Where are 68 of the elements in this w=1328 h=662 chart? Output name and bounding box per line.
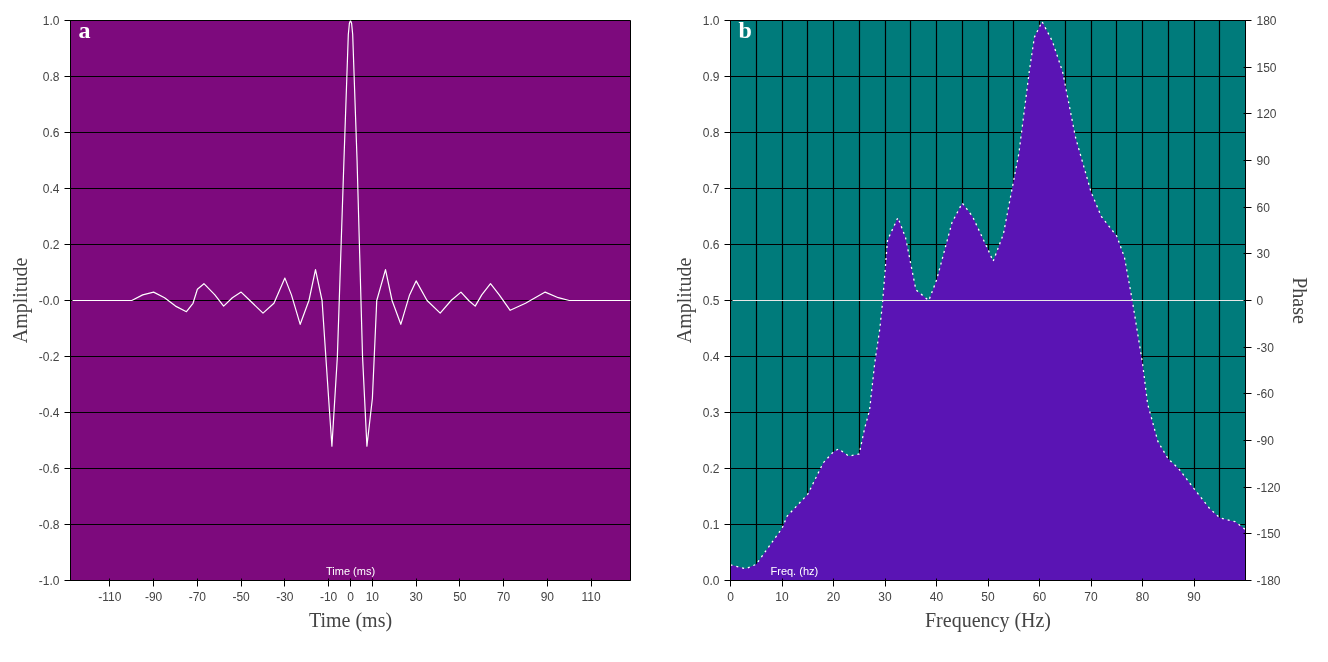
y-tick-label: 0.0 xyxy=(702,574,720,588)
annotation: Freq. (hz) xyxy=(770,564,819,577)
y-tick-label: -0.6 xyxy=(38,462,60,476)
y-tick-label: -0.4 xyxy=(38,406,60,420)
y-tick-label: 1.0 xyxy=(42,14,60,28)
y-tick-label: 0.6 xyxy=(702,238,720,252)
y-tick-label: 0.4 xyxy=(702,350,720,364)
x-tick-label: 50 xyxy=(453,589,467,604)
y-tick-label: 0.2 xyxy=(42,238,60,252)
x-tick-label: 20 xyxy=(826,589,841,604)
x-tick-label: -10 xyxy=(319,589,338,604)
y2-tick-label: 30 xyxy=(1256,247,1271,262)
x-tick-label: 50 xyxy=(981,589,995,604)
x-tick-label: 0 xyxy=(347,589,355,604)
y2-tick-label: -60 xyxy=(1256,387,1275,402)
x-tick-label: 90 xyxy=(540,589,555,604)
y-tick-label: 0.4 xyxy=(42,182,60,196)
x-axis-title: Time (ms) xyxy=(308,608,393,632)
x-tick-label: -30 xyxy=(276,589,294,604)
line-series xyxy=(70,20,631,447)
y-tick-label: 0.5 xyxy=(702,294,720,308)
x-tick-label: -70 xyxy=(188,589,207,604)
annotation: Time (ms) xyxy=(325,564,376,577)
y-axis-title: Amplitude xyxy=(8,257,32,344)
y-tick-label: 0.8 xyxy=(702,126,720,140)
y2-tick-label: -90 xyxy=(1256,434,1275,448)
x-tick-label: 60 xyxy=(1032,589,1047,604)
y-tick-label: -1.0 xyxy=(38,574,60,588)
y-tick-label: 0.2 xyxy=(702,462,720,476)
y-tick-label: -0.8 xyxy=(38,518,60,532)
x-tick-label: 30 xyxy=(878,589,892,604)
x-tick-label: 80 xyxy=(1135,589,1150,604)
y-tick-label: -0.0 xyxy=(38,294,60,308)
x-tick-label: 10 xyxy=(365,589,380,604)
y-axis-title: Amplitude xyxy=(672,257,696,344)
y2-axis-title: Phase xyxy=(1288,277,1311,324)
x-tick-label: -50 xyxy=(232,589,251,604)
y2-tick-label: 150 xyxy=(1256,60,1277,75)
y2-tick-label: 90 xyxy=(1256,154,1271,168)
x-tick-label: -90 xyxy=(144,589,163,604)
x-tick-label: 70 xyxy=(496,589,511,604)
x-tick-label: -110 xyxy=(98,589,122,604)
x-axis-title: Frequency (Hz) xyxy=(924,608,1052,632)
x-tick-label: 10 xyxy=(775,589,789,604)
y2-tick-label: -30 xyxy=(1256,340,1275,355)
x-tick-label: 70 xyxy=(1084,589,1098,604)
y2-tick-label: 0 xyxy=(1256,294,1264,308)
y2-tick-label: -150 xyxy=(1256,527,1281,542)
x-tick-label: 40 xyxy=(929,589,944,604)
annotation: b xyxy=(738,16,752,43)
x-tick-label: 90 xyxy=(1187,589,1201,604)
x-tick-label: 30 xyxy=(409,589,424,604)
y-tick-label: 1.0 xyxy=(702,14,720,28)
y-tick-label: 0.1 xyxy=(702,518,720,532)
y2-tick-label: 180 xyxy=(1256,14,1277,28)
y-tick-label: 0.9 xyxy=(702,70,720,84)
x-tick-label: 110 xyxy=(581,589,602,604)
x-tick-label: 0 xyxy=(727,589,735,604)
y-tick-label: 0.8 xyxy=(42,70,60,84)
y-tick-label: -0.2 xyxy=(38,350,60,364)
y-tick-label: 0.6 xyxy=(42,126,60,140)
y-tick-label: 0.7 xyxy=(702,182,720,196)
y2-tick-label: 60 xyxy=(1256,200,1271,215)
y2-tick-label: -180 xyxy=(1256,574,1281,588)
y-tick-label: 0.3 xyxy=(702,406,720,420)
annotation: a xyxy=(78,16,91,43)
y2-tick-label: -120 xyxy=(1256,480,1281,495)
y2-tick-label: 120 xyxy=(1256,107,1277,122)
